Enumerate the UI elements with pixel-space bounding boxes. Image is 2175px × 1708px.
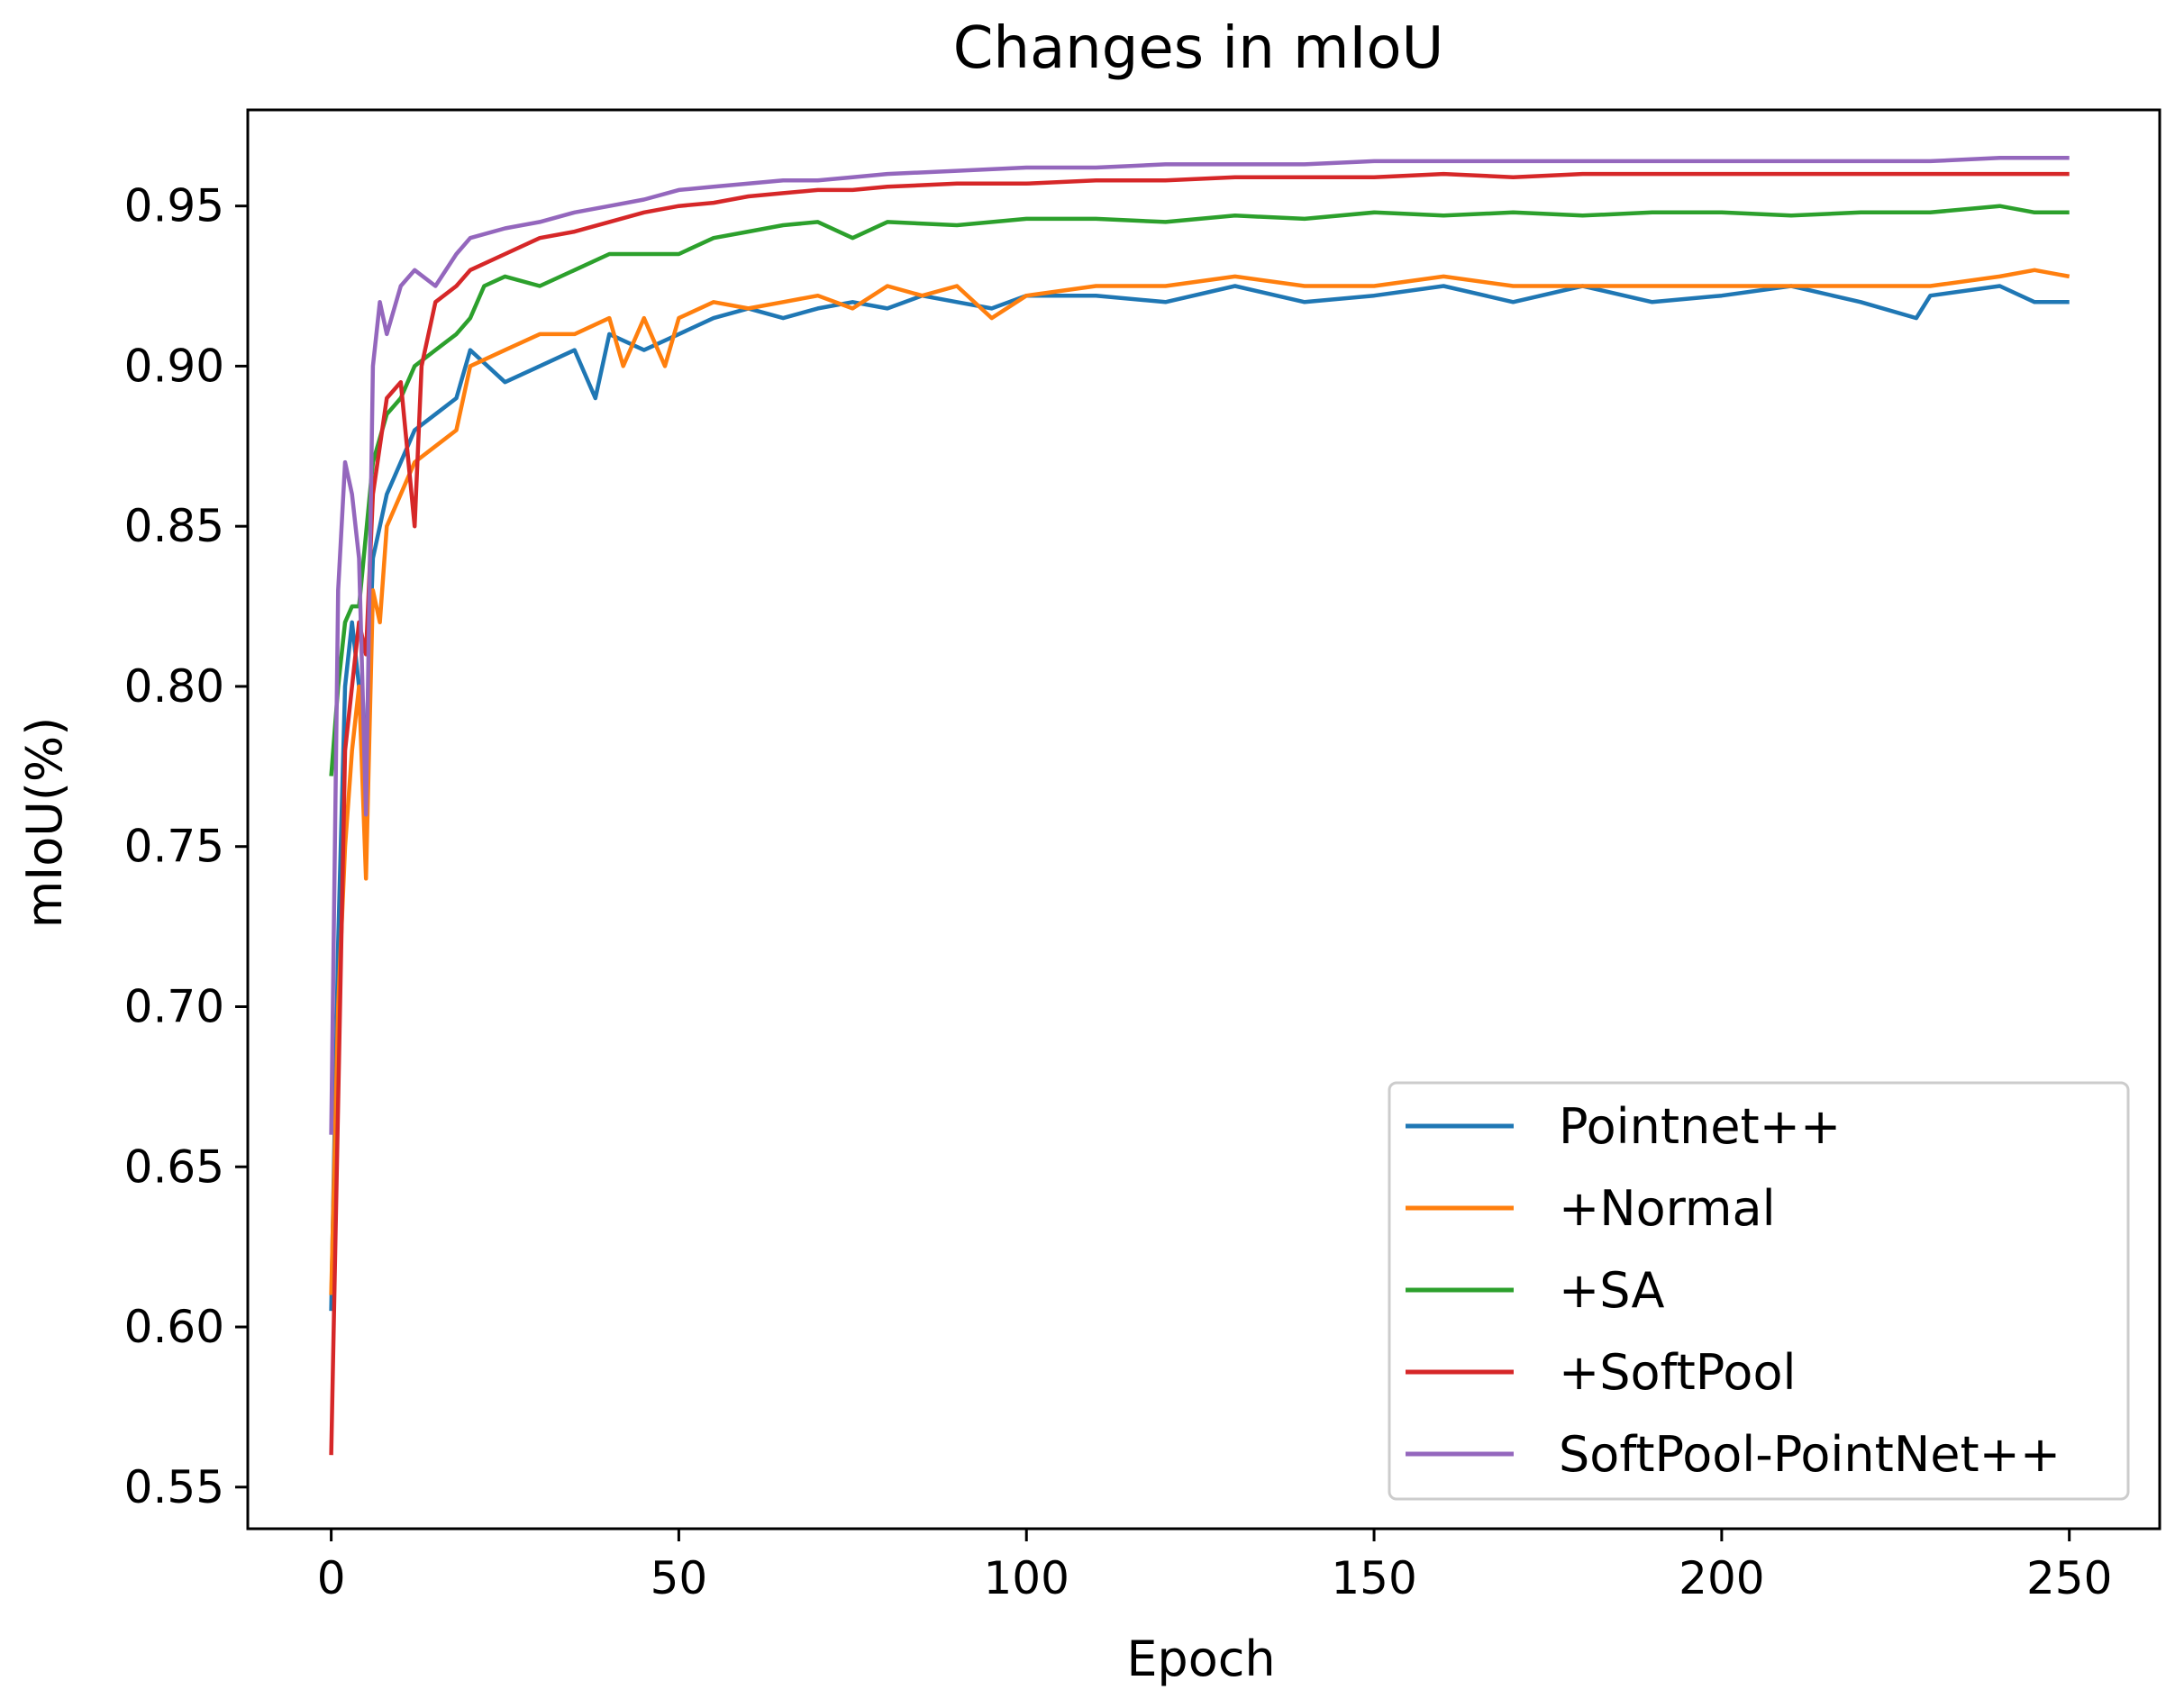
y-tick-label: 0.75 [124, 821, 224, 873]
y-tick-label: 0.85 [124, 500, 224, 552]
legend-label-1: +Normal [1559, 1180, 1776, 1237]
y-tick-label: 0.80 [124, 660, 224, 713]
legend-label-0: Pointnet++ [1559, 1098, 1841, 1155]
x-tick-label: 150 [1331, 1552, 1416, 1604]
series-line-4 [329, 156, 2070, 1135]
series-line-3 [329, 171, 2070, 1456]
y-tick-label: 0.55 [124, 1461, 224, 1513]
x-tick-label: 0 [317, 1552, 346, 1604]
y-axis: 0.55 0.60 0.65 0.70 0.75 0.80 0.85 0.90 0.95 [124, 180, 248, 1513]
legend-box [1388, 1081, 2130, 1501]
legend-label-3: +SoftPool [1559, 1344, 1797, 1401]
x-tick-label: 50 [651, 1552, 708, 1604]
y-axis-label: mIoU(%) [16, 717, 73, 929]
legend-label-4: SoftPool-PointNet++ [1559, 1426, 2061, 1483]
x-tick-label: 250 [2026, 1552, 2112, 1604]
y-tick-label: 0.60 [124, 1301, 224, 1353]
y-tick-label: 0.65 [124, 1140, 224, 1193]
series-line-0 [329, 284, 2070, 1312]
chart-title: Changes in mIoU [953, 15, 1444, 82]
x-tick-label: 100 [984, 1552, 1069, 1604]
legend: Pointnet++ +Normal +SA +SoftPool SoftPool-Po… [1388, 1081, 2130, 1501]
legend-label-2: +SA [1559, 1262, 1665, 1319]
y-tick-label: 0.95 [124, 180, 224, 232]
x-axis: 0 50 100 150 200 250 [317, 1529, 2112, 1604]
plot-frame [246, 108, 2161, 1531]
y-tick-label: 0.70 [124, 980, 224, 1032]
y-tick-label: 0.90 [124, 340, 224, 392]
x-axis-label: Epoch [1126, 1631, 1275, 1687]
x-tick-label: 200 [1679, 1552, 1764, 1604]
series-line-1 [329, 268, 2070, 1295]
series-lines [329, 156, 2070, 1456]
